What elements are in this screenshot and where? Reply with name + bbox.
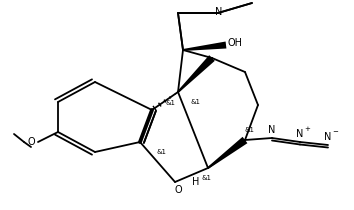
Text: OH: OH — [228, 38, 243, 48]
Text: −: − — [332, 129, 338, 135]
Text: &1: &1 — [157, 149, 167, 155]
Text: O: O — [27, 137, 35, 147]
Polygon shape — [207, 137, 247, 169]
Text: N: N — [296, 129, 304, 139]
Text: N: N — [268, 125, 276, 135]
Text: &1: &1 — [202, 175, 212, 181]
Text: &1: &1 — [166, 100, 176, 106]
Text: N: N — [215, 7, 223, 17]
Text: &1: &1 — [245, 127, 255, 133]
Text: N: N — [324, 132, 332, 142]
Text: H: H — [192, 177, 200, 187]
Text: &1: &1 — [191, 99, 201, 105]
Polygon shape — [183, 42, 227, 51]
Polygon shape — [177, 55, 215, 93]
Text: O: O — [174, 185, 182, 195]
Text: +: + — [304, 126, 310, 132]
